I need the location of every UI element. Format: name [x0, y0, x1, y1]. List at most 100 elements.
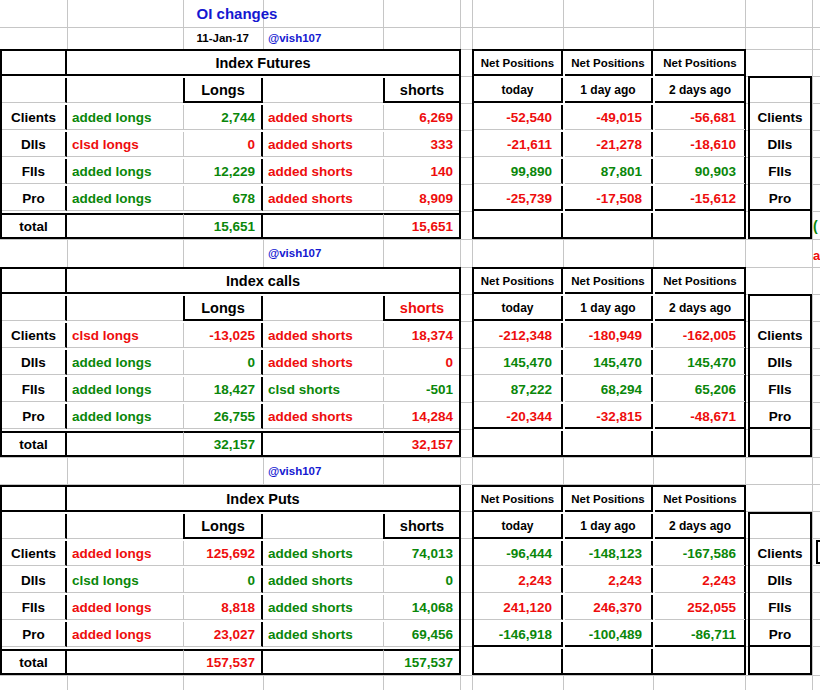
net-value[interactable]: -148,123: [565, 541, 653, 566]
cell-action-longs[interactable]: clsd longs: [67, 568, 183, 593]
net-value[interactable]: -56,681: [655, 105, 745, 130]
row-label[interactable]: Clients: [2, 105, 67, 130]
net-row-label[interactable]: Pro: [750, 404, 810, 429]
net-row-label[interactable]: FIIs: [750, 159, 810, 184]
row-label[interactable]: DIIs: [2, 568, 67, 593]
blank-cell[interactable]: [655, 649, 745, 673]
blank-cell[interactable]: [474, 649, 563, 673]
net-value[interactable]: 252,055: [655, 595, 745, 620]
blank-cell[interactable]: [67, 296, 183, 321]
column-header-longs[interactable]: Longs: [183, 78, 263, 103]
net-sub-header[interactable]: today: [474, 78, 563, 103]
cell-value-shorts[interactable]: 74,013: [383, 541, 459, 566]
net-sub-header[interactable]: 2 days ago: [655, 78, 745, 103]
blank-cell[interactable]: [750, 431, 810, 455]
cell-action-shorts[interactable]: added shorts: [263, 568, 383, 593]
net-value[interactable]: 2,243: [565, 568, 653, 593]
blank-cell[interactable]: [750, 296, 810, 321]
net-value[interactable]: 68,294: [565, 377, 653, 402]
net-positions-header[interactable]: Net Positions: [474, 51, 563, 76]
net-row-label[interactable]: DIIs: [750, 568, 810, 593]
blank-cell[interactable]: [655, 431, 745, 455]
blank-cell[interactable]: [67, 78, 183, 103]
cell-action-longs[interactable]: added longs: [67, 159, 183, 184]
cell-value-shorts[interactable]: 14,068: [383, 595, 459, 620]
net-positions-header[interactable]: Net Positions: [565, 269, 653, 294]
net-value[interactable]: -48,671: [655, 404, 745, 429]
cell-value-shorts[interactable]: 0: [383, 568, 459, 593]
net-sub-header[interactable]: today: [474, 514, 563, 539]
total-value-shorts[interactable]: 32,157: [383, 431, 459, 455]
net-value[interactable]: 2,243: [655, 568, 745, 593]
cell-action-shorts[interactable]: added shorts: [263, 541, 383, 566]
cell-action-longs[interactable]: added longs: [67, 541, 183, 566]
net-value[interactable]: 145,470: [565, 350, 653, 375]
net-sub-header[interactable]: 1 day ago: [565, 78, 653, 103]
cell-action-shorts[interactable]: added shorts: [263, 105, 383, 130]
cell-action-shorts[interactable]: added shorts: [263, 159, 383, 184]
net-value[interactable]: 87,801: [565, 159, 653, 184]
cell-value-shorts[interactable]: 333: [383, 132, 459, 157]
net-value[interactable]: -167,586: [655, 541, 745, 566]
blank-cell[interactable]: [67, 431, 183, 455]
net-value[interactable]: -86,711: [655, 622, 745, 647]
cell-value-longs[interactable]: 12,229: [183, 159, 263, 184]
net-value[interactable]: -212,348: [474, 323, 563, 348]
blank-cell[interactable]: [750, 78, 810, 103]
blank-cell[interactable]: [565, 649, 653, 673]
net-row-label[interactable]: FIIs: [750, 377, 810, 402]
net-sub-header[interactable]: today: [474, 296, 563, 321]
net-value[interactable]: 241,120: [474, 595, 563, 620]
net-sub-header[interactable]: 1 day ago: [565, 514, 653, 539]
cell-value-longs[interactable]: 678: [183, 186, 263, 211]
cell-action-longs[interactable]: added longs: [67, 404, 183, 429]
corner-cell[interactable]: [2, 51, 67, 76]
blank-cell[interactable]: [655, 213, 745, 237]
row-label[interactable]: DIIs: [2, 350, 67, 375]
section-title[interactable]: Index Puts: [67, 487, 459, 512]
net-value[interactable]: 145,470: [655, 350, 745, 375]
cell-value-shorts[interactable]: 14,284: [383, 404, 459, 429]
net-value[interactable]: 87,222: [474, 377, 563, 402]
total-value-longs[interactable]: 15,651: [183, 213, 263, 237]
cell-action-shorts[interactable]: added shorts: [263, 132, 383, 157]
blank-cell[interactable]: [474, 213, 563, 237]
section-title[interactable]: Index Futures: [67, 51, 459, 76]
cell-value-shorts[interactable]: 0: [383, 350, 459, 375]
cell-value-longs[interactable]: 8,818: [183, 595, 263, 620]
column-header-shorts[interactable]: shorts: [383, 78, 459, 103]
net-value[interactable]: -96,444: [474, 541, 563, 566]
net-value[interactable]: -20,344: [474, 404, 563, 429]
net-value[interactable]: -17,508: [565, 186, 653, 211]
cell-action-longs[interactable]: added longs: [67, 595, 183, 620]
cell-value-longs[interactable]: 0: [183, 350, 263, 375]
cell-action-longs[interactable]: added longs: [67, 350, 183, 375]
cell-value-shorts[interactable]: -501: [383, 377, 459, 402]
total-label[interactable]: total: [2, 213, 67, 237]
cell-action-shorts[interactable]: added shorts: [263, 622, 383, 647]
net-positions-header[interactable]: Net Positions: [565, 487, 653, 512]
cell-value-longs[interactable]: -13,025: [183, 323, 263, 348]
blank-cell[interactable]: [263, 296, 383, 321]
column-header-shorts[interactable]: shorts: [383, 514, 459, 539]
net-positions-header[interactable]: Net Positions: [565, 51, 653, 76]
cell-action-shorts[interactable]: added shorts: [263, 350, 383, 375]
blank-cell[interactable]: [67, 514, 183, 539]
corner-cell[interactable]: [2, 487, 67, 512]
net-row-label[interactable]: Clients: [750, 105, 810, 130]
cell-value-longs[interactable]: 23,027: [183, 622, 263, 647]
blank-cell[interactable]: [750, 213, 810, 237]
cell-action-longs[interactable]: clsd longs: [67, 132, 183, 157]
row-label[interactable]: FIIs: [2, 595, 67, 620]
net-value[interactable]: -18,610: [655, 132, 745, 157]
corner-cell[interactable]: [2, 296, 67, 321]
row-label[interactable]: Pro: [2, 186, 67, 211]
cell-action-shorts[interactable]: added shorts: [263, 186, 383, 211]
total-label[interactable]: total: [2, 431, 67, 455]
cell-value-longs[interactable]: 26,755: [183, 404, 263, 429]
net-positions-header[interactable]: Net Positions: [655, 487, 745, 512]
net-row-label[interactable]: DIIs: [750, 132, 810, 157]
row-label[interactable]: Pro: [2, 404, 67, 429]
net-value[interactable]: 99,890: [474, 159, 563, 184]
blank-cell[interactable]: [474, 431, 563, 455]
